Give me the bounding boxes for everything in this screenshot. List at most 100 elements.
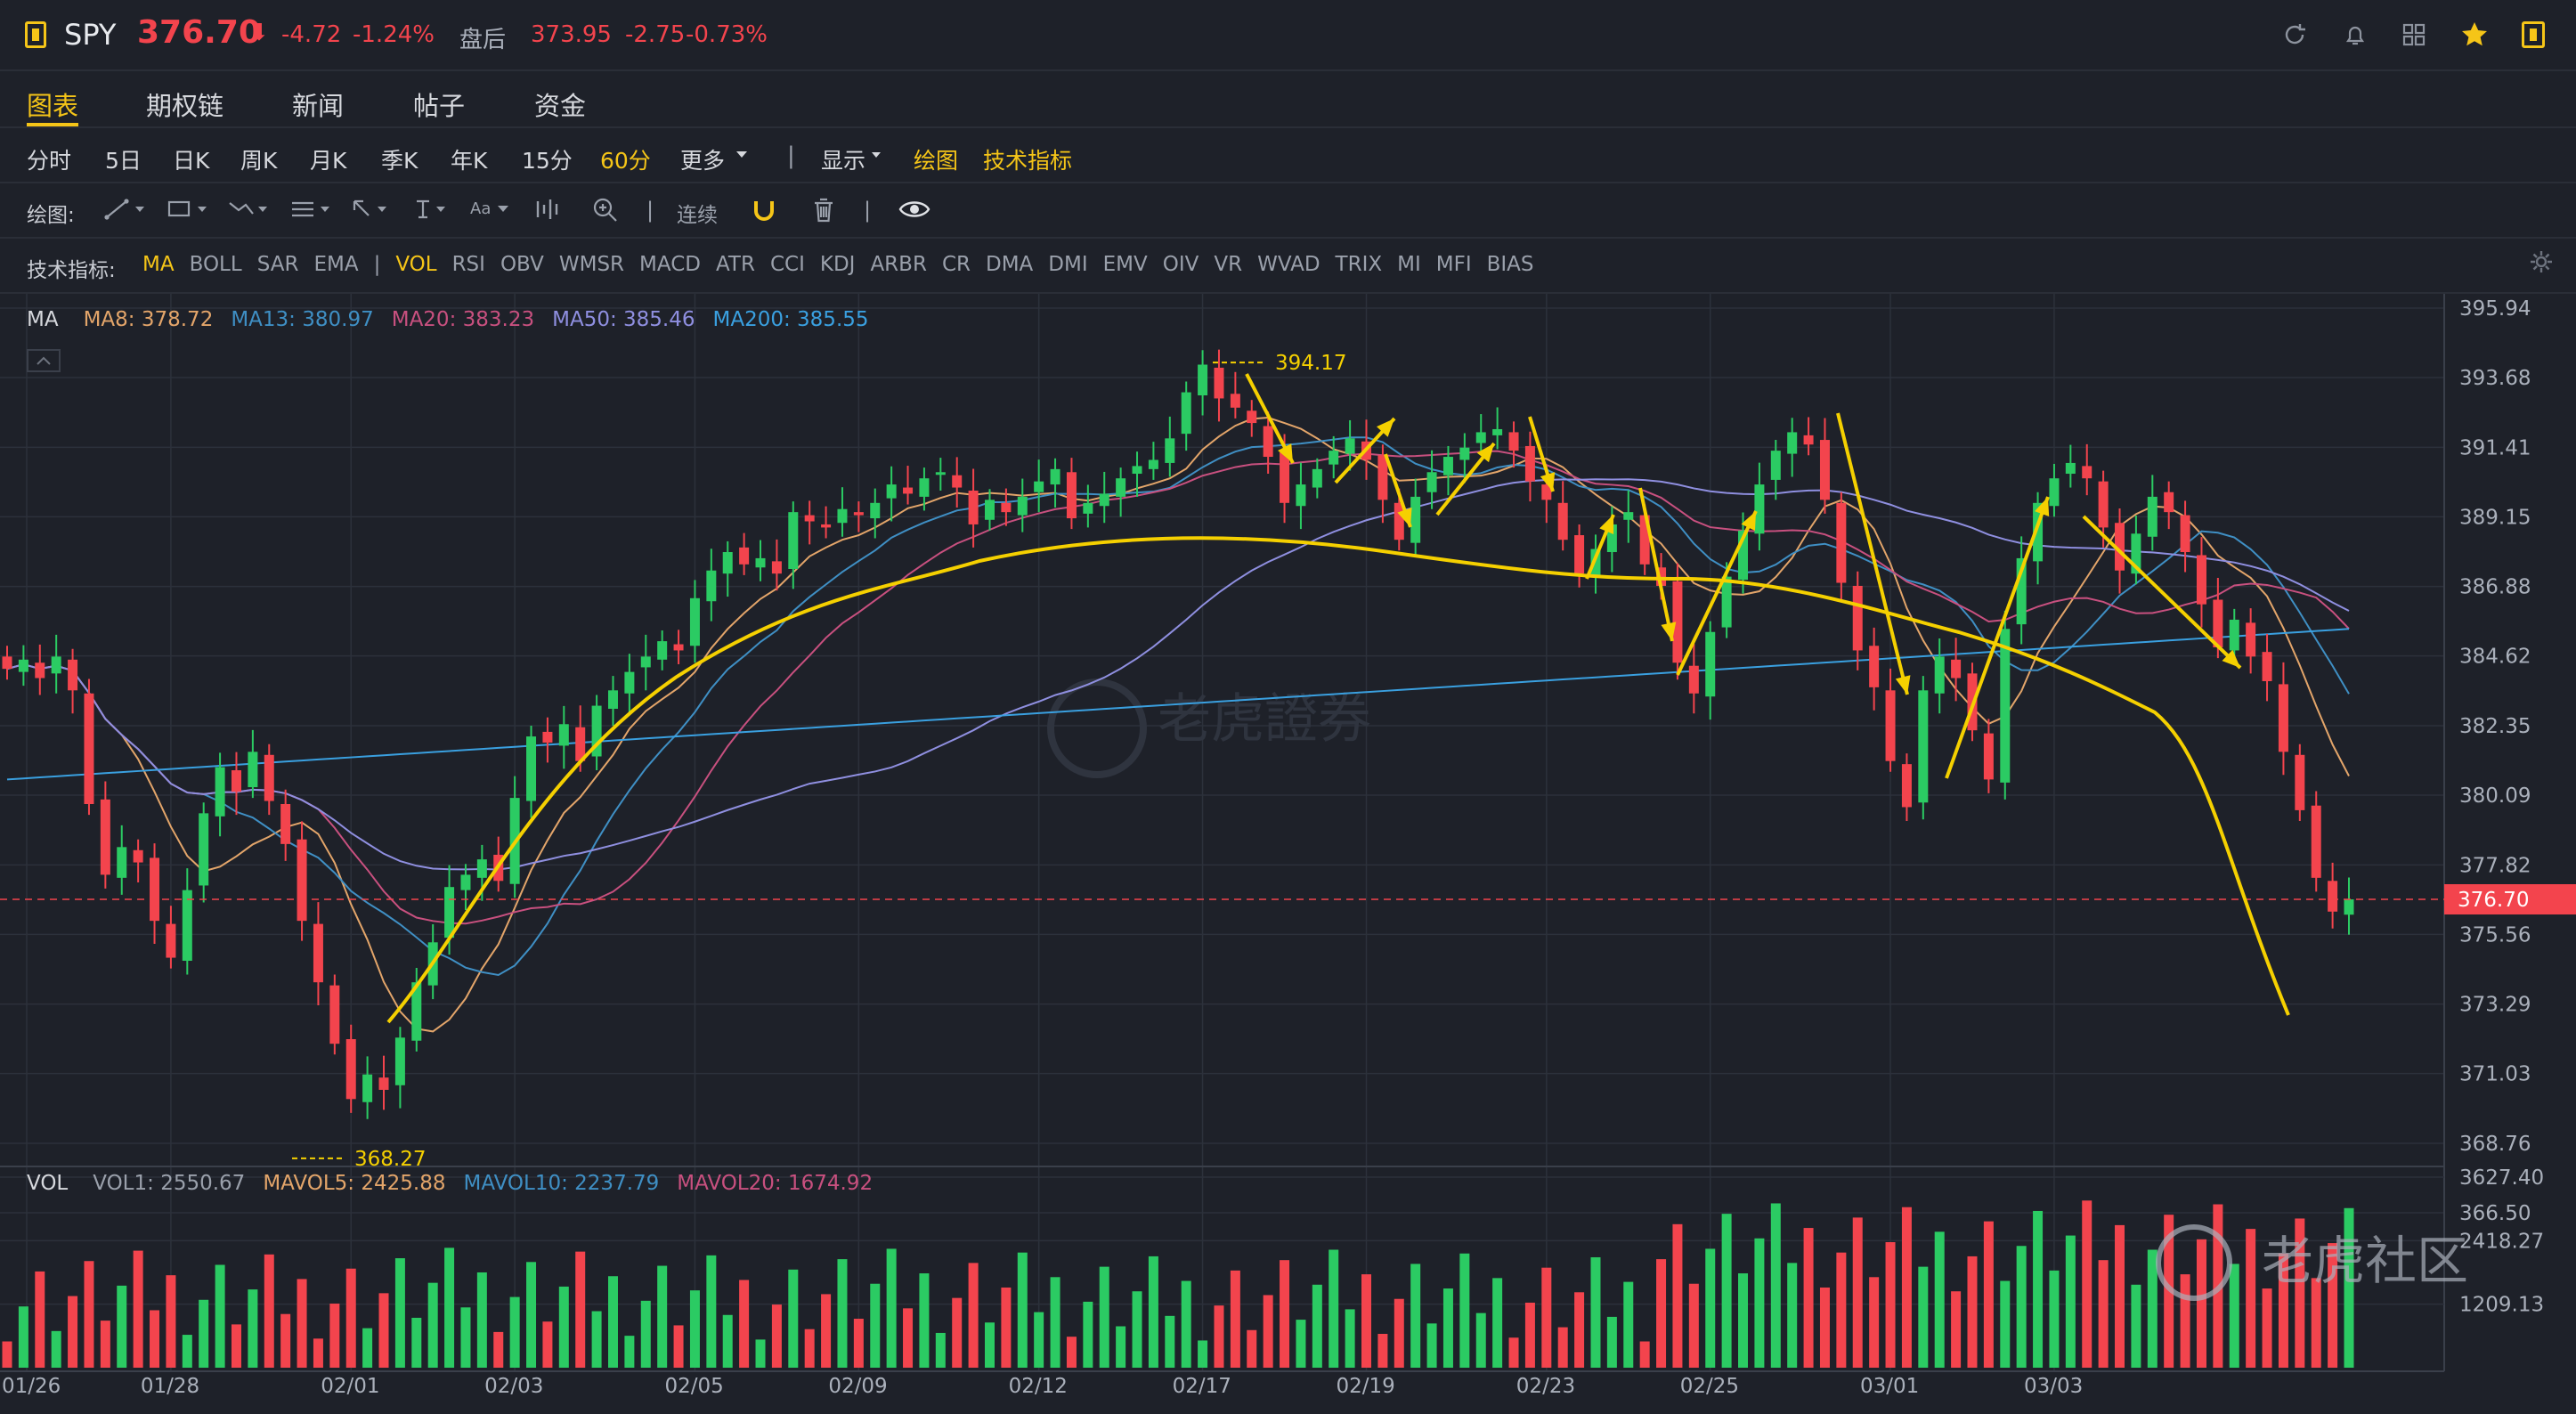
- continuous-toggle[interactable]: 连续: [677, 204, 718, 227]
- period-more[interactable]: 更多: [680, 148, 726, 174]
- indicator-sar[interactable]: SAR: [256, 253, 299, 276]
- candle-body: [886, 484, 897, 499]
- volume-bar: [1116, 1326, 1126, 1368]
- indicator-cr[interactable]: CR: [941, 253, 971, 276]
- draw-button[interactable]: 绘图: [914, 148, 959, 174]
- indicator-oiv[interactable]: OIV: [1162, 253, 1199, 276]
- rectangle-icon[interactable]: [166, 196, 212, 223]
- indicator-ma[interactable]: MA: [142, 253, 175, 276]
- tab-funds[interactable]: 资金: [534, 91, 587, 121]
- indicator-ema[interactable]: EMA: [313, 253, 359, 276]
- refresh-icon[interactable]: [2281, 21, 2308, 48]
- volume-bar: [100, 1321, 110, 1368]
- tab-posts[interactable]: 帖子: [413, 91, 466, 121]
- period-weekly[interactable]: 周K: [240, 148, 278, 174]
- eye-icon[interactable]: [898, 198, 931, 221]
- bars-icon[interactable]: [532, 196, 559, 223]
- trend-arrow-head: [2035, 497, 2050, 516]
- date-tick-label: 02/25: [1680, 1375, 1739, 1398]
- indicator-obv[interactable]: OBV: [500, 253, 544, 276]
- drawing-label: 绘图:: [27, 204, 75, 227]
- gear-icon[interactable]: [2529, 249, 2554, 274]
- trend-arrow-head: [1895, 675, 1911, 695]
- candle-body: [1181, 392, 1191, 435]
- indicator-kdj[interactable]: KDJ: [819, 253, 856, 276]
- display-button[interactable]: 显示: [821, 148, 866, 174]
- indicator-dmi[interactable]: DMI: [1048, 253, 1088, 276]
- chevron-down-icon[interactable]: [734, 148, 750, 160]
- indicator-trix[interactable]: TRIX: [1335, 253, 1383, 276]
- candle-body: [640, 656, 651, 668]
- indicator-button[interactable]: 技术指标: [983, 148, 1073, 174]
- period-intraday[interactable]: 分时: [27, 148, 72, 174]
- indicator-wvad[interactable]: WVAD: [1257, 253, 1321, 276]
- indicator-boll[interactable]: BOLL: [189, 253, 242, 276]
- indicator-arbr[interactable]: ARBR: [870, 253, 927, 276]
- volume-bar: [1247, 1329, 1257, 1368]
- price-chart[interactable]: 395.94 393.68 391.41 389.15 386.88 384.62 382.…: [0, 294, 2576, 1414]
- indicator-vol[interactable]: VOL: [395, 253, 437, 276]
- candle-body: [804, 515, 815, 522]
- volume-bar: [2328, 1243, 2338, 1368]
- indicator-vr[interactable]: VR: [1214, 253, 1243, 276]
- indicator-mfi[interactable]: MFI: [1435, 253, 1472, 276]
- candle-body: [1754, 484, 1765, 534]
- text-cursor-icon[interactable]: [411, 196, 454, 223]
- trash-icon[interactable]: [810, 196, 837, 224]
- ma-legend-item: MA8: 378.72: [83, 308, 214, 331]
- zoom-icon[interactable]: [591, 196, 620, 224]
- indicator-rsi[interactable]: RSI: [451, 253, 485, 276]
- volume-bar: [657, 1265, 668, 1368]
- indicator-emv[interactable]: EMV: [1102, 253, 1148, 276]
- window-icon[interactable]: [2522, 21, 2545, 48]
- magnet-icon[interactable]: [750, 196, 778, 224]
- star-icon[interactable]: [2459, 20, 2490, 50]
- bell-icon[interactable]: [2342, 21, 2369, 48]
- period-5day[interactable]: 5日: [105, 148, 142, 174]
- channel-icon[interactable]: [288, 196, 335, 223]
- community-watermark-icon: [2156, 1224, 2232, 1301]
- volume-bar: [2180, 1274, 2190, 1368]
- period-daily[interactable]: 日K: [173, 148, 210, 174]
- separator: |: [373, 253, 381, 276]
- symbol: SPY: [64, 18, 117, 52]
- tab-news[interactable]: 新闻: [292, 91, 345, 121]
- volume-bar: [51, 1330, 61, 1368]
- period-quarterly[interactable]: 季K: [381, 148, 418, 174]
- ma-legend: MA MA8: 378.72 MA13: 380.97 MA20: 383.23 MA5…: [27, 308, 887, 331]
- indicator-bias[interactable]: BIAS: [1486, 253, 1534, 276]
- indicator-atr[interactable]: ATR: [715, 253, 755, 276]
- period-monthly[interactable]: 月K: [310, 148, 347, 174]
- indicator-mi[interactable]: MI: [1397, 253, 1421, 276]
- volume-bar: [1214, 1305, 1224, 1368]
- chevron-down-icon[interactable]: [869, 150, 883, 160]
- volume-bar: [264, 1254, 274, 1368]
- grid-icon[interactable]: [2401, 21, 2427, 48]
- arrow-cursor-icon[interactable]: [349, 196, 395, 223]
- candle-body: [199, 813, 209, 886]
- trend-arrow-head: [1661, 622, 1677, 641]
- price-arrow: ⬇: [249, 20, 269, 46]
- volume-bar: [837, 1259, 848, 1368]
- period-15min[interactable]: 15分: [522, 148, 573, 174]
- period-60min[interactable]: 60分: [600, 148, 651, 174]
- period-yearly[interactable]: 年K: [451, 148, 488, 174]
- candle-body: [345, 1039, 356, 1100]
- trend-arrow-head: [1376, 419, 1394, 437]
- volume-bar: [509, 1296, 520, 1368]
- font-icon[interactable]: Aa: [470, 199, 492, 218]
- indicator-macd[interactable]: MACD: [639, 253, 701, 276]
- trendline-icon[interactable]: [103, 196, 150, 223]
- candle-body: [1869, 646, 1880, 687]
- indicator-wmsr[interactable]: WMSR: [558, 253, 625, 276]
- candle-body: [984, 500, 995, 520]
- fib-icon[interactable]: [226, 196, 272, 223]
- font-dropdown-icon[interactable]: [495, 201, 511, 215]
- volume-bar: [2033, 1210, 2044, 1368]
- tab-option-chain[interactable]: 期权链: [146, 91, 224, 121]
- tab-chart[interactable]: 图表: [27, 91, 79, 121]
- indicator-dma[interactable]: DMA: [985, 253, 1034, 276]
- collapse-icon[interactable]: [27, 349, 61, 372]
- volume-bar: [1967, 1256, 1978, 1368]
- indicator-cci[interactable]: CCI: [769, 253, 805, 276]
